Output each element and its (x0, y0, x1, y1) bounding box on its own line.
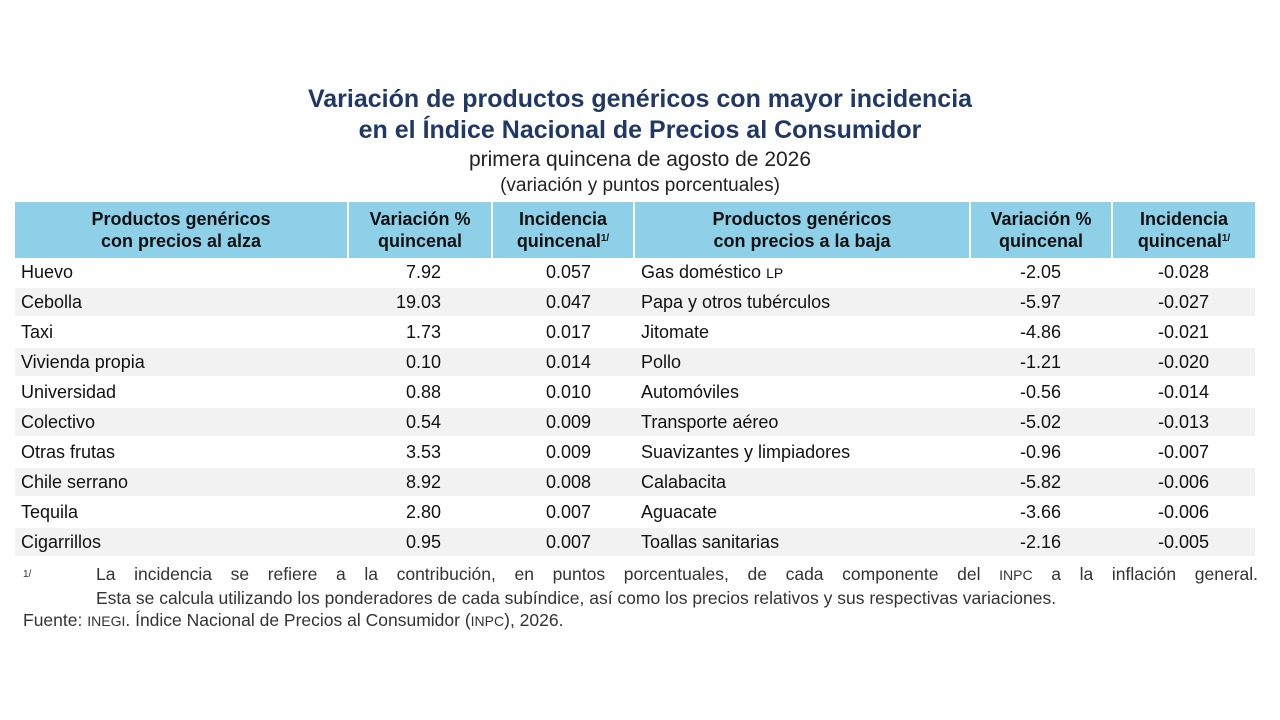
up-product-cell: Cebolla (15, 288, 349, 318)
up-variation-cell: 7.92 (349, 258, 493, 288)
down-incidence-cell: -0.007 (1113, 438, 1255, 468)
down-incidence-cell: -0.027 (1113, 288, 1255, 318)
table-row: Huevo 7.92 0.057 Gas doméstico LP -2.05 -0.02… (15, 258, 1255, 288)
down-product-cell: Papa y otros tubérculos (635, 288, 971, 318)
document-subtitle: primera quincena de agosto de 2026 (468, 148, 812, 171)
down-product-cell: Toallas sanitarias (635, 528, 971, 558)
table-row: Otras frutas 3.53 0.009 Suavizantes y limpi… (15, 438, 1255, 468)
up-incidence-cell: 0.009 (493, 438, 635, 468)
up-product-cell: Otras frutas (15, 438, 349, 468)
footnote-marker: 1/ (23, 569, 32, 580)
down-incidence-cell: -0.006 (1113, 468, 1255, 498)
down-product-cell: Gas doméstico LP (635, 258, 971, 288)
product-suffix: LP (766, 264, 784, 281)
up-variation-cell: 19.03 (349, 288, 493, 318)
down-variation-cell: -4.86 (971, 318, 1113, 348)
up-incidence-cell: 0.047 (493, 288, 635, 318)
down-product-cell: Transporte aéreo (635, 408, 971, 438)
up-variation-cell: 0.95 (349, 528, 493, 558)
down-variation-cell: -1.21 (971, 348, 1113, 378)
up-incidence-cell: 0.057 (493, 258, 635, 288)
down-incidence-cell: -0.014 (1113, 378, 1255, 408)
up-product-cell: Colectivo (15, 408, 349, 438)
up-variation-cell: 8.92 (349, 468, 493, 498)
up-product-cell: Tequila (15, 498, 349, 528)
up-variation-cell: 2.80 (349, 498, 493, 528)
up-product-cell: Chile serrano (15, 468, 349, 498)
source-note: Fuente: INEGI. Índice Nacional de Precio… (23, 610, 564, 630)
up-incidence-cell: 0.007 (493, 498, 635, 528)
down-product-cell: Aguacate (635, 498, 971, 528)
down-product-cell: Jitomate (635, 318, 971, 348)
footnote: 1/ La incidencia se refiere a la contrib… (23, 563, 1258, 610)
down-variation-cell: -3.66 (971, 498, 1113, 528)
down-variation-cell: -5.02 (971, 408, 1113, 438)
up-incidence-cell: 0.009 (493, 408, 635, 438)
up-product-cell: Taxi (15, 318, 349, 348)
down-product-cell: Calabacita (635, 468, 971, 498)
up-variation-cell: 3.53 (349, 438, 493, 468)
down-incidence-cell: -0.005 (1113, 528, 1255, 558)
footnote-ref: 1/ (1221, 233, 1231, 244)
header-up-incidence: Incidencia quincenal1/ (493, 202, 635, 258)
down-product-cell: Pollo (635, 348, 971, 378)
title-line-1: Variación de productos genéricos con may… (307, 85, 973, 113)
header-up-variation: Variación % quincenal (349, 202, 493, 258)
up-product-cell: Cigarrillos (15, 528, 349, 558)
footnote-ref: 1/ (600, 233, 610, 244)
table-body: Huevo 7.92 0.057 Gas doméstico LP -2.05 -0.02… (15, 258, 1255, 558)
table-row: Tequila 2.80 0.007 Aguacate -3.66 -0.006 (15, 498, 1255, 528)
up-variation-cell: 0.54 (349, 408, 493, 438)
down-variation-cell: -0.56 (971, 378, 1113, 408)
table-row: Chile serrano 8.92 0.008 Calabacita -5.82 -0.… (15, 468, 1255, 498)
title-line-2: en el Índice Nacional de Precios al Cons… (358, 116, 922, 144)
up-incidence-cell: 0.017 (493, 318, 635, 348)
up-incidence-cell: 0.007 (493, 528, 635, 558)
up-incidence-cell: 0.008 (493, 468, 635, 498)
up-product-cell: Vivienda propia (15, 348, 349, 378)
up-variation-cell: 1.73 (349, 318, 493, 348)
down-variation-cell: -5.82 (971, 468, 1113, 498)
up-variation-cell: 0.88 (349, 378, 493, 408)
document-units: (variación y puntos porcentuales) (500, 175, 780, 196)
down-variation-cell: -2.05 (971, 258, 1113, 288)
up-product-cell: Huevo (15, 258, 349, 288)
up-incidence-cell: 0.014 (493, 348, 635, 378)
table-header-row: Productos genéricos con precios al alza … (15, 202, 1255, 258)
table-row: Colectivo 0.54 0.009 Transporte aéreo -5.02-… (15, 408, 1255, 438)
header-down-products: Productos genéricos con precios a la baj… (635, 202, 971, 258)
footnote-line-1: La incidencia se refiere a la contribuci… (96, 564, 1258, 584)
down-variation-cell: -5.97 (971, 288, 1113, 318)
header-up-products: Productos genéricos con precios al alza (15, 202, 349, 258)
table-row: Cigarrillos 0.95 0.007 Toallas sanitarias -2… (15, 528, 1255, 558)
table-row: Taxi 1.73 0.017 Jitomate -4.86 -0.021 (15, 318, 1255, 348)
table-row: Vivienda propia 0.10 0.014 Pollo -1.21 -0.020 (15, 348, 1255, 378)
header-down-variation: Variación % quincenal (971, 202, 1113, 258)
up-variation-cell: 0.10 (349, 348, 493, 378)
up-incidence-cell: 0.010 (493, 378, 635, 408)
down-incidence-cell: -0.020 (1113, 348, 1255, 378)
down-variation-cell: -0.96 (971, 438, 1113, 468)
products-table: Productos genéricos con precios al alza … (15, 202, 1255, 558)
down-product-cell: Suavizantes y limpiadores (635, 438, 971, 468)
down-incidence-cell: -0.006 (1113, 498, 1255, 528)
down-incidence-cell: -0.021 (1113, 318, 1255, 348)
header-down-incidence: Incidencia quincenal1/ (1113, 202, 1255, 258)
down-product-cell: Automóviles (635, 378, 971, 408)
down-variation-cell: -2.16 (971, 528, 1113, 558)
table-row: Universidad 0.88 0.010 Automóviles -0.56 -0.0… (15, 378, 1255, 408)
down-incidence-cell: -0.028 (1113, 258, 1255, 288)
down-incidence-cell: -0.013 (1113, 408, 1255, 438)
footnote-line-2: Esta se calcula utilizando los ponderado… (96, 588, 1057, 608)
up-product-cell: Universidad (15, 378, 349, 408)
table-row: Cebolla 19.03 0.047 Papa y otros tubérculos… (15, 288, 1255, 318)
document-title: Variación de productos genéricos con may… (0, 84, 1280, 146)
